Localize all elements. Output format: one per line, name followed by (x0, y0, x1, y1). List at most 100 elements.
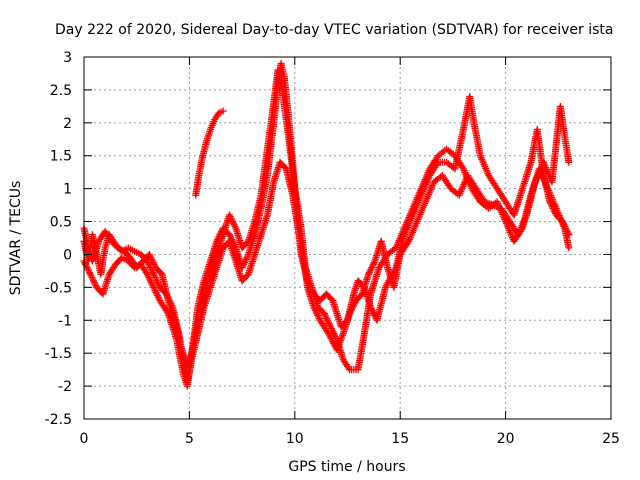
data-point-fill (227, 214, 235, 222)
data-point (150, 270, 158, 278)
data-point (365, 270, 373, 278)
data-point-fill (241, 257, 249, 265)
y-axis-label: SDTVAR / TECUs (8, 181, 24, 296)
data-point-fill (163, 308, 171, 316)
data-point-fill (227, 234, 235, 242)
data-point-fill (154, 278, 162, 286)
data-point-fill (151, 287, 159, 295)
data-point-fill (347, 306, 355, 314)
x-tick-label: 20 (497, 431, 515, 447)
data-point-fill (147, 254, 155, 262)
chart-title: Day 222 of 2020, Sidereal Day-to-day VTE… (55, 22, 613, 38)
data-point-fill (311, 306, 319, 314)
data-point-fill (90, 278, 98, 286)
data-point (219, 107, 227, 115)
y-tick-label: -1 (58, 313, 72, 329)
data-point (143, 270, 151, 278)
data-point-fill (350, 301, 358, 309)
y-tick-label: 2.5 (50, 83, 72, 99)
data-point-fill (327, 325, 335, 332)
data-point-fill (244, 252, 252, 260)
y-tick-label: -2.5 (45, 412, 72, 428)
data-point-fill (151, 273, 159, 281)
data-point-fill (145, 273, 153, 281)
data-point-fill (242, 255, 250, 263)
data-point-fill (323, 316, 331, 324)
data-point-fill (323, 315, 331, 323)
data-point (320, 310, 328, 318)
y-tick-label: 0.5 (50, 215, 72, 231)
data-point (565, 244, 573, 252)
data-point-fill (365, 269, 373, 277)
data-point-fill (153, 277, 161, 285)
y-tick-label: 3 (63, 50, 72, 66)
y-tick-label: 1.5 (50, 149, 72, 165)
data-point-fill (149, 257, 157, 265)
data-point-fill (231, 222, 239, 230)
data-point-fill (154, 292, 162, 300)
data-point-fill (243, 254, 251, 262)
data-point-fill (367, 265, 375, 273)
y-tick-label: -1.5 (45, 346, 72, 362)
data-point-fill (147, 278, 155, 286)
data-point-fill (349, 303, 357, 311)
data-point-fill (148, 267, 156, 275)
y-tick-label: -0.5 (45, 280, 72, 296)
x-tick-label: 25 (602, 431, 620, 447)
data-point-fill (314, 311, 322, 319)
data-point-fill (89, 277, 97, 285)
data-point-fill (321, 311, 329, 319)
data-point (310, 303, 318, 311)
data-point-fill (81, 259, 89, 267)
data-point-fill (152, 275, 160, 283)
data-point (225, 231, 233, 239)
y-tick-label: -2 (58, 379, 72, 395)
data-points (80, 60, 573, 390)
data-point-fill (149, 282, 157, 290)
data-point-fill (146, 277, 154, 285)
data-point-fill (346, 308, 354, 316)
data-point-fill (82, 260, 90, 268)
y-tick-label: 2 (63, 116, 72, 132)
data-point-fill (144, 272, 152, 280)
data-point-fill (91, 280, 99, 288)
y-tick-label: 0 (63, 247, 72, 263)
data-point (86, 270, 94, 278)
data-point-fill (311, 305, 319, 313)
data-point-fill (240, 260, 248, 268)
data-point (346, 310, 354, 318)
data-point-fill (88, 273, 96, 281)
data-point-fill (228, 216, 236, 224)
data-point-fill (86, 269, 94, 277)
data-point-fill (350, 300, 358, 308)
data-point (225, 211, 233, 219)
data-point-fill (325, 320, 333, 328)
data-point-fill (149, 269, 157, 277)
data-point (150, 283, 158, 291)
data-point-fill (326, 321, 334, 329)
x-tick-label: 15 (391, 431, 409, 447)
data-point-fill (154, 293, 162, 301)
data-point-fill (229, 218, 237, 226)
data-point (565, 158, 573, 166)
data-point-fill (230, 221, 238, 229)
data-point-fill (154, 280, 162, 288)
data-point-fill (370, 259, 378, 267)
data-point-fill (370, 310, 378, 318)
data-point-fill (150, 260, 158, 268)
data-point-fill (369, 260, 377, 268)
data-point-fill (85, 267, 93, 275)
data-point-fill (146, 275, 154, 283)
y-tick-label: 1 (63, 182, 72, 198)
plot-frame (83, 56, 612, 420)
data-point-fill (345, 364, 353, 372)
data-point-fill (366, 267, 374, 275)
data-point-fill (153, 290, 161, 298)
data-point-fill (150, 272, 158, 280)
data-point-fill (149, 259, 157, 267)
data-point-fill (322, 313, 330, 321)
x-tick-label: 10 (286, 431, 304, 447)
axis-ticks: 0 5 10 15 20 25 -2.5 -2 -1.5 -1 -0.5 0 0.5 1 1.5 2 2.5 3 (45, 50, 620, 447)
x-tick-label: 5 (185, 431, 194, 447)
